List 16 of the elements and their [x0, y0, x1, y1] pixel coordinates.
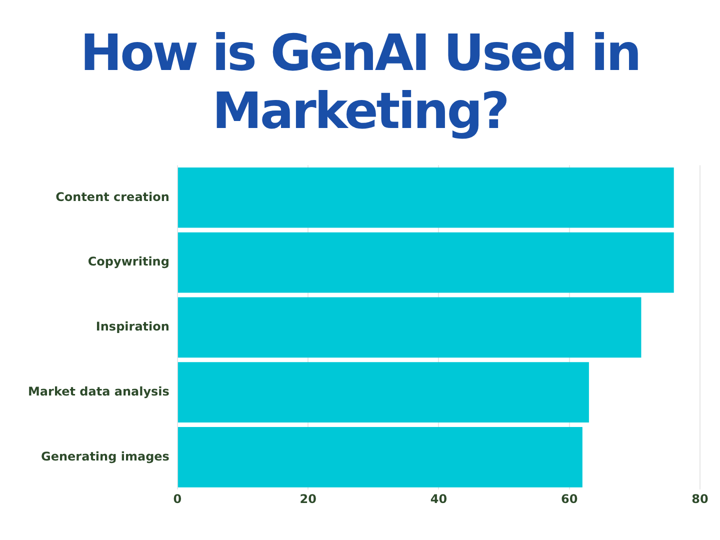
chart-title: How is GenAI Used in Marketing? — [79, 24, 641, 140]
x-tick-label: 40 — [430, 492, 448, 506]
y-tick-label: Market data analysis — [28, 384, 170, 398]
bar — [178, 362, 589, 422]
y-tick-label: Content creation — [56, 190, 170, 204]
y-tick-label: Generating images — [41, 449, 170, 464]
y-tick-label: Inspiration — [96, 320, 170, 334]
bar — [178, 426, 582, 488]
y-tick-label: Copywriting — [88, 254, 170, 269]
x-tick-label: 0 — [173, 492, 182, 506]
bar — [178, 297, 642, 358]
x-tick-label: 60 — [561, 492, 578, 506]
bar — [178, 232, 674, 293]
x-tick-label: 80 — [692, 492, 708, 506]
bar — [178, 167, 674, 228]
x-tick-label: 20 — [300, 492, 316, 506]
